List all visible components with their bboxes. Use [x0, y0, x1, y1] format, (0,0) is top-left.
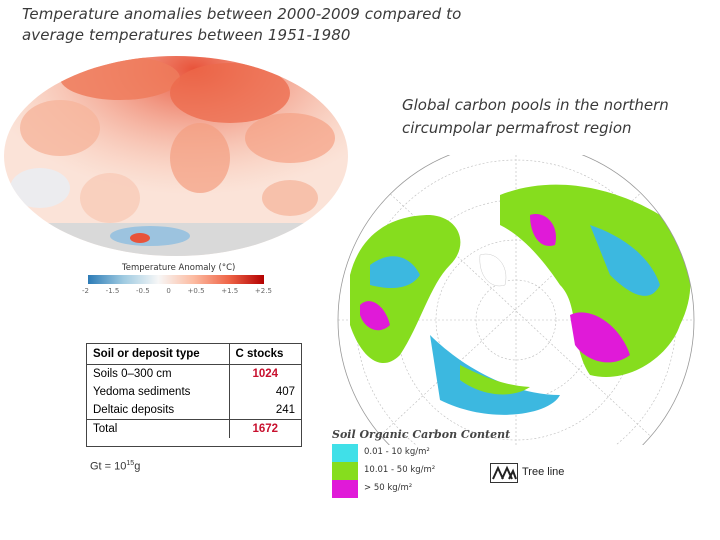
table-row: Yedoma sediments 407: [87, 383, 301, 401]
legend-swatch-mid: [332, 462, 358, 480]
total-value: 1672: [228, 419, 301, 438]
total-label: Total: [87, 419, 229, 438]
temperature-anomaly-world-map: [4, 56, 348, 256]
scale-tick: -2: [82, 287, 89, 295]
scale-tick: +2.5: [254, 287, 272, 295]
carbon-stocks-table: Soil or deposit type C stocks Soils 0–30…: [86, 343, 302, 447]
legend-label-mid: 10.01 - 50 kg/m²: [364, 465, 436, 475]
gt-exponent: 15: [126, 460, 135, 467]
scale-label: Temperature Anomaly (°C): [122, 263, 236, 273]
gt-unit: g: [134, 460, 141, 473]
permafrost-caption-line-2: circumpolar permafrost region: [402, 119, 632, 137]
scale-tick: +0.5: [187, 287, 205, 295]
table-row: Soils 0–300 cm 1024: [87, 364, 301, 383]
slide-title: Temperature anomalies between 2000-2009 …: [22, 4, 482, 46]
row-value: 1024: [228, 364, 301, 383]
slide-title-line-2: average temperatures between 1951-1980: [22, 26, 351, 44]
row-type: Yedoma sediments: [93, 386, 191, 398]
row-value: 241: [228, 401, 301, 420]
treeline-label: Tree line: [522, 466, 565, 478]
scale-tick: +1.5: [221, 287, 239, 295]
table-row: Deltaic deposits 241: [87, 401, 301, 420]
legend-swatch-low: [332, 444, 358, 462]
permafrost-caption-line-1: Global carbon pools in the northern: [402, 96, 669, 114]
scale-tick: -0.5: [136, 287, 150, 295]
header-soil-type: Soil or deposit type: [87, 344, 229, 365]
treeline-legend: Tree line: [490, 463, 610, 485]
permafrost-caption: Global carbon pools in the northern circ…: [402, 94, 702, 140]
table-total-row: Total 1672: [87, 419, 301, 438]
legend-title: Soil Organic Carbon Content: [332, 428, 511, 441]
header-c-stocks: C stocks: [228, 344, 301, 365]
row-value: 407: [228, 383, 301, 401]
legend-swatch-high: [332, 480, 358, 498]
scale-tick: 0: [166, 287, 171, 295]
circumpolar-soil-carbon-map: [337, 155, 695, 445]
treeline-icon: [490, 463, 518, 483]
row-type: Deltaic deposits: [93, 404, 175, 416]
slide-title-line-1: Temperature anomalies between 2000-2009 …: [22, 5, 462, 23]
soc-legend: Soil Organic Carbon Content 0.01 - 10 kg…: [328, 428, 588, 504]
legend-label-low: 0.01 - 10 kg/m²: [364, 447, 430, 457]
gigaton-definition: Gt = 1015g: [90, 460, 140, 473]
gt-base: Gt = 10: [90, 460, 127, 473]
scale-ticks: -2 -1.5 -0.5 0 +0.5 +1.5 +2.5: [82, 287, 272, 295]
row-type: Soils 0–300 cm: [93, 368, 172, 380]
temperature-anomaly-scale: Temperature Anomaly (°C) -2 -1.5 -0.5 0 …: [82, 261, 272, 299]
scale-color-bar: [88, 275, 264, 284]
table-header-row: Soil or deposit type C stocks: [87, 344, 301, 365]
scale-tick: -1.5: [105, 287, 120, 295]
legend-label-high: > 50 kg/m²: [364, 483, 413, 493]
